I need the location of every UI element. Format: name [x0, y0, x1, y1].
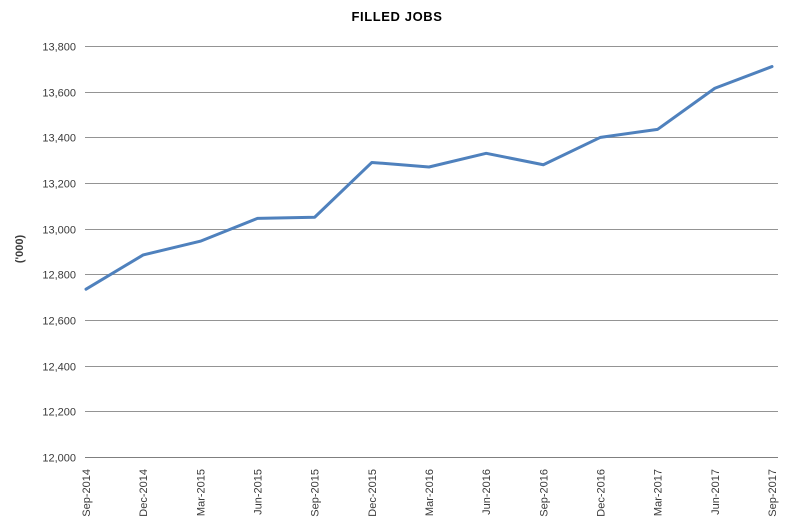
y-tick-label: 12,600: [42, 316, 76, 328]
y-tick-label: 13,800: [42, 42, 76, 54]
x-tick-label: Dec-2014: [138, 469, 150, 517]
y-tick-label: 13,200: [42, 179, 76, 191]
y-tick-label: 12,000: [42, 453, 76, 465]
y-tick-label: 13,400: [42, 133, 76, 145]
x-tick-label: Sep-2016: [538, 469, 550, 517]
x-tick-label: Dec-2015: [367, 469, 379, 517]
x-tick-label: Mar-2017: [653, 469, 665, 516]
x-tick-label: Mar-2016: [424, 469, 436, 516]
x-tick-label: Dec-2016: [596, 469, 608, 517]
x-tick-label: Sep-2015: [310, 469, 322, 517]
chart-title: FILLED JOBS: [351, 9, 443, 24]
y-tick-label: 13,600: [42, 88, 76, 100]
data-series-line: [84, 65, 774, 291]
x-tick-label: Jun-2016: [481, 469, 493, 515]
y-tick-label: 12,200: [42, 407, 76, 419]
x-tick-label: Mar-2015: [195, 469, 207, 516]
x-tick-label: Sep-2014: [81, 469, 93, 517]
x-tick-label: Sep-2017: [767, 469, 779, 517]
x-tick-label: Jun-2015: [253, 469, 265, 515]
y-tick-label: 12,800: [42, 270, 76, 282]
y-tick-label: 12,400: [42, 362, 76, 374]
x-tick-label: Jun-2017: [710, 469, 722, 515]
y-tick-label: 13,000: [42, 225, 76, 237]
